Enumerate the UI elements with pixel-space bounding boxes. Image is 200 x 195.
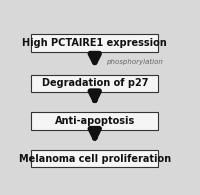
FancyBboxPatch shape xyxy=(31,75,158,92)
Text: phosphorylation: phosphorylation xyxy=(106,59,162,65)
Text: Anti-apoptosis: Anti-apoptosis xyxy=(55,116,135,126)
Text: Degradation of p27: Degradation of p27 xyxy=(42,78,148,89)
Text: High PCTAIRE1 expression: High PCTAIRE1 expression xyxy=(22,38,167,48)
FancyBboxPatch shape xyxy=(31,112,158,130)
FancyBboxPatch shape xyxy=(31,150,158,167)
Text: Melanoma cell proliferation: Melanoma cell proliferation xyxy=(19,153,171,164)
FancyBboxPatch shape xyxy=(31,34,158,51)
